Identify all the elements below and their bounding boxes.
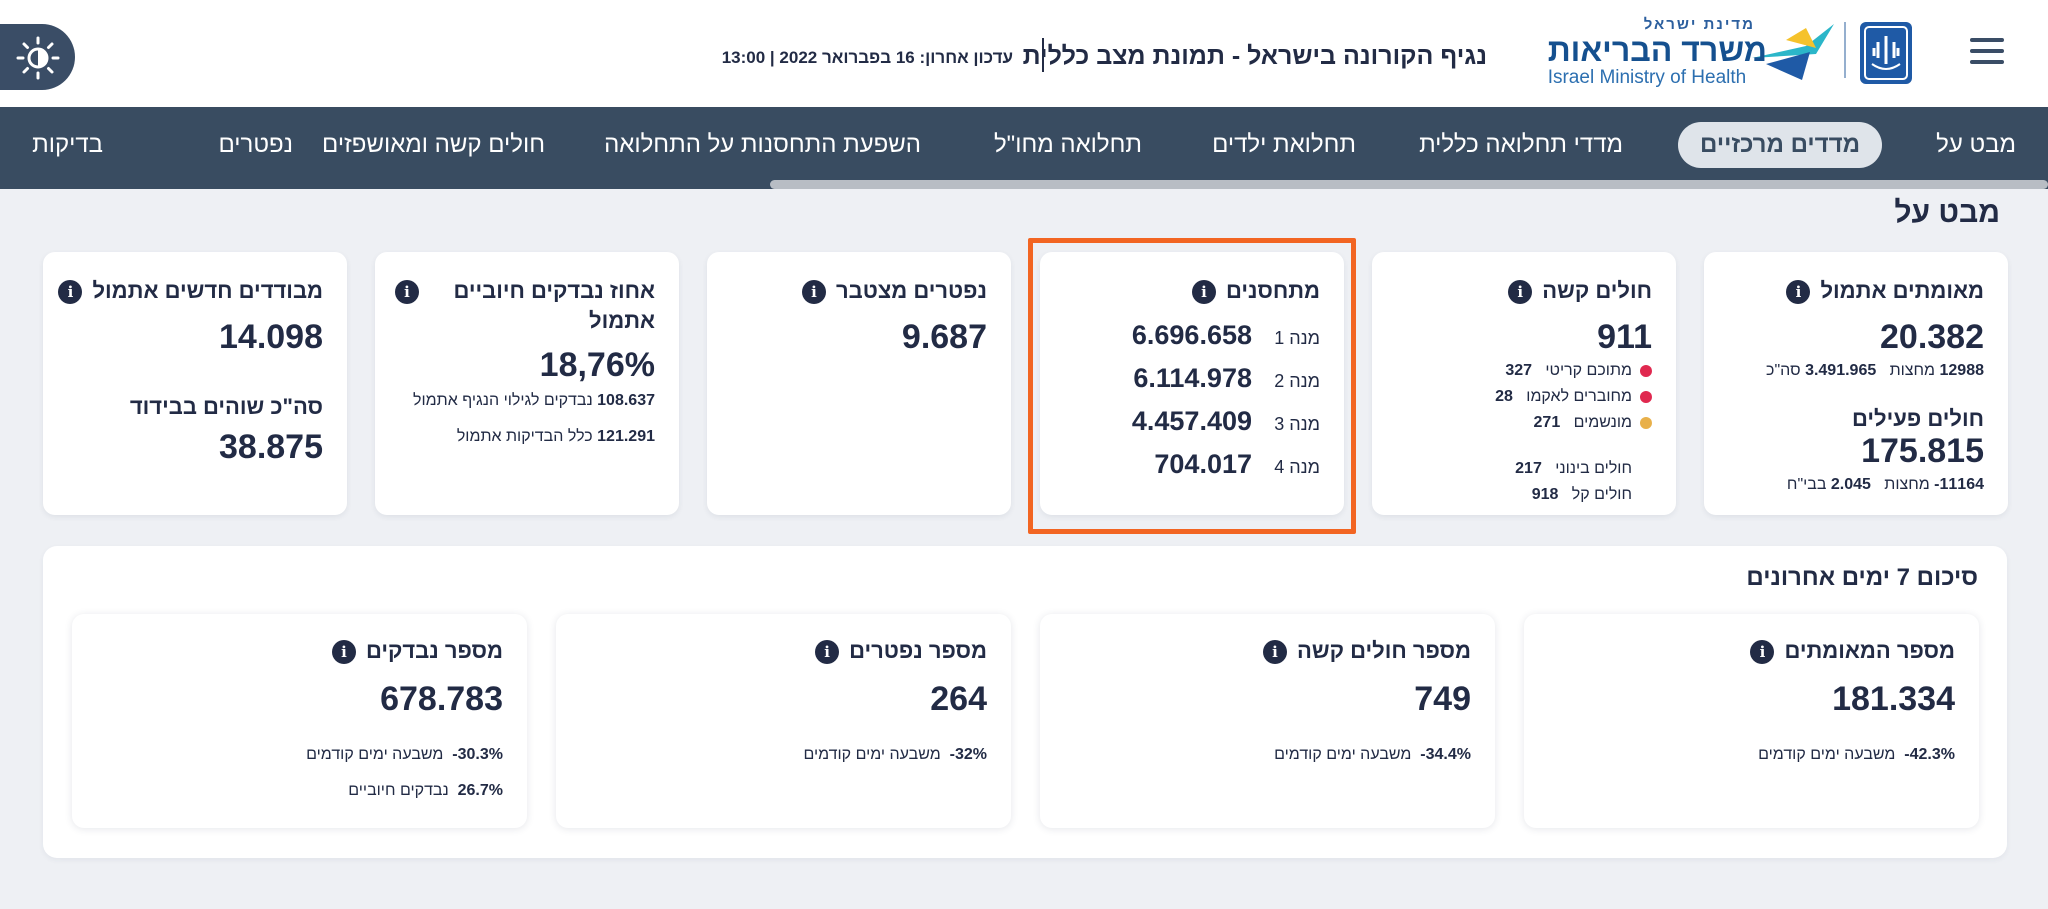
card-title: חולים קשהi — [1508, 276, 1652, 306]
info-icon[interactable]: i — [1191, 280, 1216, 305]
card-title: מספר חולים קשהi — [1263, 636, 1471, 666]
summary-title: סיכום 7 ימים אחרונים — [1746, 564, 1978, 591]
nav-scrollbar[interactable] — [770, 180, 2048, 189]
dose-row: מנה 4 704.017 — [1154, 449, 1320, 479]
last-update: עדכון אחרון: 16 בפברואר 2022 | 13:00 — [721, 48, 1013, 67]
tested-for-virus-line: 108.637 נבדקים לגילוי הנגיף אתמול — [413, 392, 655, 409]
confirmed-since-midnight: 12988 מחצות 3.491.965 סה"כ — [1766, 362, 1984, 379]
summary-change: -42.3% משבעה ימים קודמים — [1758, 746, 1955, 763]
summary-positive: 26.7% נבדקים חיוביים — [348, 782, 503, 799]
main-nav: מבט על מדדים מרכזיים מדדי תחלואה כללית ת… — [0, 107, 2048, 189]
card-title: מבודדים חדשים אתמולi — [58, 276, 323, 306]
severe-critical-row: מתוכם קריטי 327 — [1505, 362, 1652, 380]
summary-card-tested: מספר נבדקיםi 678.783 -30.3% משבעה ימים ק… — [72, 614, 527, 828]
status-dot — [1640, 364, 1652, 377]
tab-severe-hospitalized[interactable]: חולים קשה ומאושפזים — [322, 131, 545, 158]
card-confirmed-yesterday: מאומתים אתמולi 20.382 12988 מחצות 3.491.… — [1704, 252, 2008, 515]
summary-value: 678.783 — [380, 680, 503, 718]
summary-card-severe: מספר חולים קשהi 749 -34.4% משבעה ימים קו… — [1040, 614, 1495, 828]
summary-value: 181.334 — [1832, 680, 1955, 718]
sun-icon — [16, 36, 60, 80]
summary-change: -34.4% משבעה ימים קודמים — [1274, 746, 1471, 763]
tab-tests[interactable]: בדיקות — [32, 131, 103, 158]
active-patients-line: -11164 מחצות 2.045 בבי"ח — [1786, 476, 1984, 493]
tab-key-indicators[interactable]: מדדים מרכזיים — [1678, 122, 1882, 168]
status-dot — [1640, 416, 1652, 429]
info-icon[interactable]: i — [331, 640, 356, 665]
card-title: מספר המאומתיםi — [1750, 636, 1955, 666]
info-icon[interactable]: i — [1750, 640, 1775, 665]
card-title: מתחסניםi — [1191, 276, 1320, 306]
top-header: מדינת ישראל משרד הבריאות Israel Ministry… — [0, 0, 2048, 107]
page-heading: נגיף הקורונה בישראל - תמונת מצב כללית — [1022, 42, 1487, 70]
dose-row: מנה 2 6.114.978 — [1133, 363, 1320, 393]
info-icon[interactable]: i — [58, 280, 83, 305]
info-icon[interactable]: i — [395, 280, 419, 304]
mild-patients-row: חולים קל 918 — [1531, 486, 1632, 503]
tab-abroad-morbidity[interactable]: תחלואה מחו"ל — [993, 131, 1142, 158]
summary-value: 749 — [1414, 680, 1471, 718]
section-title: מבט על — [1894, 196, 2000, 229]
total-isolated-value: 38.875 — [219, 428, 323, 466]
card-title: מאומתים אתמולi — [1786, 276, 1984, 306]
moderate-patients-row: חולים בינוני 217 — [1515, 460, 1632, 477]
heading-divider — [1042, 38, 1044, 72]
card-title: נפטרים מצטברi — [801, 276, 987, 306]
status-dot — [1640, 390, 1652, 403]
card-positive-rate: i אחוז נבדקים חיוביים אתמול 18,76% 108.6… — [375, 252, 679, 515]
ministry-logo-text: מדינת ישראל משרד הבריאות Israel Ministry… — [1548, 16, 1767, 89]
info-icon[interactable]: i — [801, 280, 826, 305]
total-isolated-title: סה"כ שוהים בבידוד — [129, 394, 323, 419]
new-isolated-value: 14.098 — [219, 318, 323, 356]
active-patients-title: חולים פעילים — [1852, 406, 1984, 431]
theme-toggle-button[interactable] — [0, 24, 75, 90]
summary-card-confirmed: מספר המאומתיםi 181.334 -42.3% משבעה ימים… — [1524, 614, 1979, 828]
severe-ventilated-row: מונשמים 271 — [1534, 414, 1652, 432]
dose-row: מנה 1 6.696.658 — [1131, 320, 1320, 350]
summary-change: -32% משבעה ימים קודמים — [803, 746, 987, 763]
menu-icon[interactable] — [1970, 38, 2004, 64]
active-patients-value: 175.815 — [1861, 432, 1984, 470]
severe-ecmo-row: מחוברים לאקמו 28 — [1495, 388, 1652, 406]
tab-children-morbidity[interactable]: תחלואת ילדים — [1212, 131, 1356, 158]
ministry-name-en: Israel Ministry of Health — [1547, 67, 1747, 88]
summary-change: -30.3% משבעה ימים קודמים — [306, 746, 503, 763]
ministry-name: משרד הבריאות — [1547, 32, 1767, 68]
state-label: מדינת ישראל — [1643, 16, 1755, 33]
tab-overview[interactable]: מבט על — [1936, 131, 2016, 158]
info-icon[interactable]: i — [1508, 280, 1533, 305]
card-title: מספר נבדקיםi — [331, 636, 503, 666]
confirmed-value: 20.382 — [1880, 318, 1984, 356]
card-severe-patients: חולים קשהi 911 מתוכם קריטי 327 מחוברים ל… — [1372, 252, 1676, 515]
tab-vaccination-effect[interactable]: השפעת התחסנות על התחלואה — [604, 131, 921, 158]
total-tests-line: 121.291 כלל הבדיקות אתמול — [456, 428, 655, 445]
dose-row: מנה 3 4.457.409 — [1131, 406, 1320, 436]
severe-value: 911 — [1597, 318, 1652, 356]
info-icon[interactable]: i — [1786, 280, 1811, 305]
deaths-value: 9.687 — [901, 318, 987, 356]
summary-card-deaths: מספר נפטריםi 264 -32% משבעה ימים קודמים — [556, 614, 1011, 828]
info-icon[interactable]: i — [815, 640, 840, 665]
card-new-isolated: מבודדים חדשים אתמולi 14.098 סה"כ שוהים ב… — [43, 252, 347, 515]
ministry-logo-icon — [1752, 24, 1834, 80]
summary-value: 264 — [930, 680, 987, 718]
state-emblem-icon — [1860, 22, 1912, 84]
tab-deaths[interactable]: נפטרים — [218, 131, 294, 158]
card-deaths-cumulative: נפטרים מצטברi 9.687 — [707, 252, 1011, 515]
card-vaccinated: מתחסניםi מנה 1 6.696.658 מנה 2 6.114.978… — [1040, 252, 1344, 515]
info-icon[interactable]: i — [1263, 640, 1287, 665]
logo-divider — [1844, 22, 1846, 78]
card-title: i אחוז נבדקים חיוביים אתמול — [395, 276, 655, 336]
card-title: מספר נפטריםi — [815, 636, 987, 666]
positive-rate-value: 18,76% — [539, 346, 655, 384]
tab-general-morbidity[interactable]: מדדי תחלואה כללית — [1419, 131, 1623, 158]
